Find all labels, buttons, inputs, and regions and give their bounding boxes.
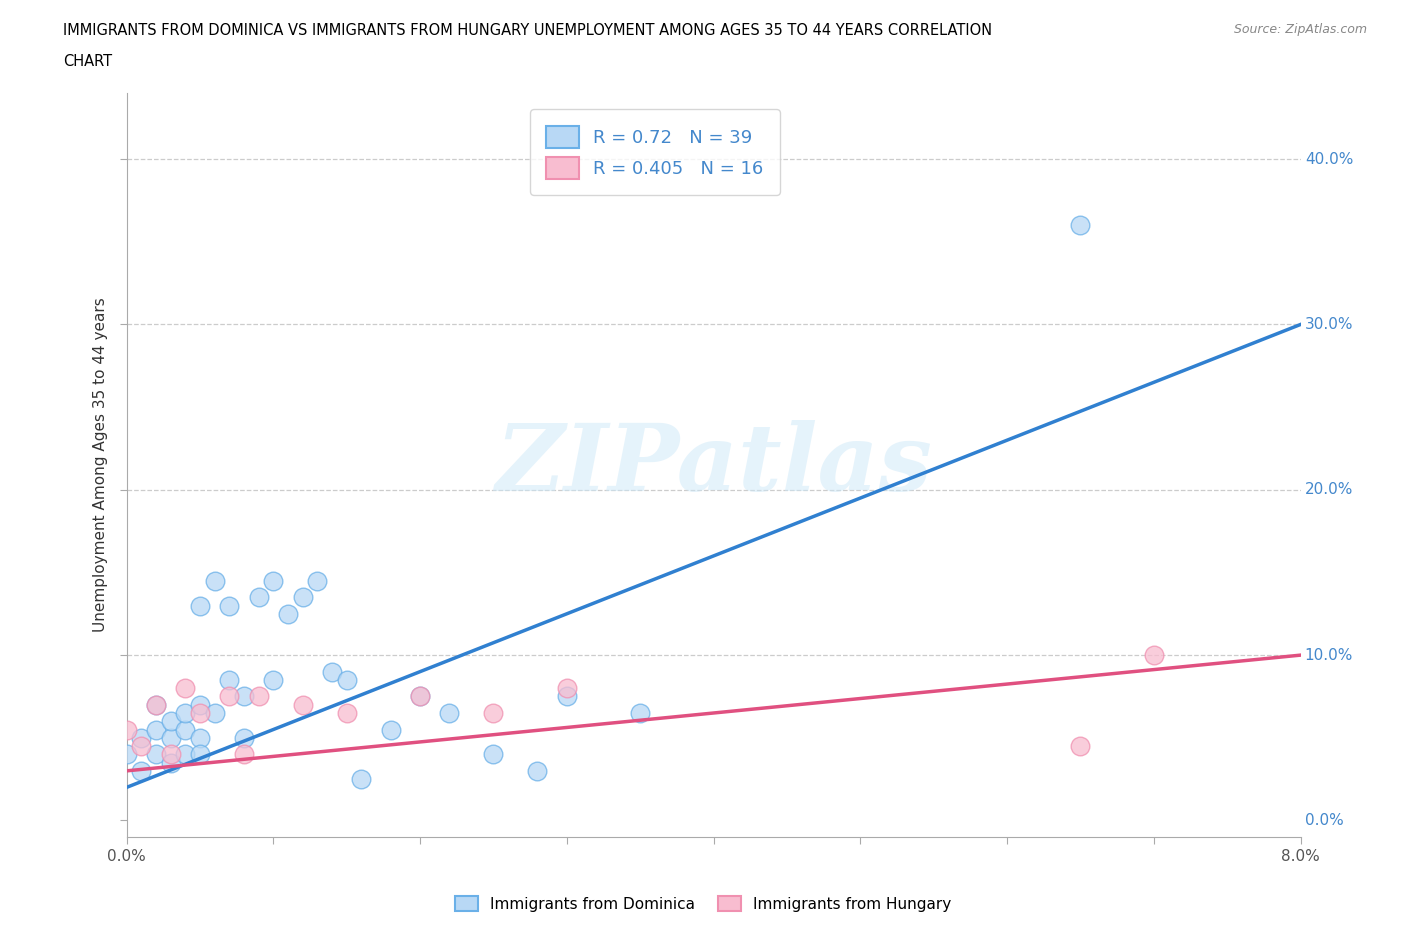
Point bbox=[439, 706, 461, 721]
Point bbox=[159, 747, 181, 762]
Text: CHART: CHART bbox=[63, 54, 112, 69]
Point bbox=[291, 698, 314, 712]
Point bbox=[291, 590, 314, 604]
Point bbox=[115, 722, 138, 737]
Point bbox=[232, 689, 256, 704]
Text: IMMIGRANTS FROM DOMINICA VS IMMIGRANTS FROM HUNGARY UNEMPLOYMENT AMONG AGES 35 T: IMMIGRANTS FROM DOMINICA VS IMMIGRANTS F… bbox=[63, 23, 993, 38]
Point bbox=[174, 681, 197, 696]
Point bbox=[526, 764, 548, 778]
Point bbox=[232, 730, 256, 745]
Text: 10.0%: 10.0% bbox=[1305, 647, 1353, 663]
Point bbox=[174, 747, 197, 762]
Point bbox=[336, 706, 359, 721]
Point bbox=[262, 672, 284, 687]
Text: 0.0%: 0.0% bbox=[1305, 813, 1344, 828]
Point bbox=[307, 573, 329, 588]
Point bbox=[129, 730, 152, 745]
Point bbox=[145, 698, 167, 712]
Legend: Immigrants from Dominica, Immigrants from Hungary: Immigrants from Dominica, Immigrants fro… bbox=[449, 889, 957, 918]
Point bbox=[262, 573, 284, 588]
Point bbox=[188, 698, 211, 712]
Point bbox=[409, 689, 432, 704]
Point bbox=[188, 706, 211, 721]
Point bbox=[159, 730, 181, 745]
Point bbox=[482, 706, 505, 721]
Point bbox=[115, 747, 138, 762]
Text: 40.0%: 40.0% bbox=[1305, 152, 1353, 166]
Text: 20.0%: 20.0% bbox=[1305, 483, 1353, 498]
Point bbox=[555, 689, 578, 704]
Point bbox=[188, 730, 211, 745]
Point bbox=[204, 573, 226, 588]
Point bbox=[145, 722, 167, 737]
Point bbox=[247, 689, 270, 704]
Point bbox=[1069, 738, 1091, 753]
Point bbox=[159, 714, 181, 729]
Point bbox=[232, 747, 256, 762]
Point bbox=[336, 672, 359, 687]
Point bbox=[129, 764, 152, 778]
Point bbox=[321, 664, 343, 679]
Point bbox=[174, 722, 197, 737]
Point bbox=[1069, 218, 1091, 232]
Text: ZIPatlas: ZIPatlas bbox=[495, 420, 932, 510]
Point bbox=[188, 598, 211, 613]
Point bbox=[277, 606, 299, 621]
Point bbox=[380, 722, 402, 737]
Point bbox=[628, 706, 651, 721]
Y-axis label: Unemployment Among Ages 35 to 44 years: Unemployment Among Ages 35 to 44 years bbox=[93, 298, 108, 632]
Point bbox=[129, 738, 152, 753]
Point bbox=[482, 747, 505, 762]
Point bbox=[218, 598, 240, 613]
Point bbox=[218, 689, 240, 704]
Point bbox=[218, 672, 240, 687]
Point bbox=[188, 747, 211, 762]
Point bbox=[247, 590, 270, 604]
Point bbox=[145, 747, 167, 762]
Point bbox=[159, 755, 181, 770]
Point bbox=[145, 698, 167, 712]
Legend: R = 0.72   N = 39, R = 0.405   N = 16: R = 0.72 N = 39, R = 0.405 N = 16 bbox=[530, 110, 780, 195]
Point bbox=[204, 706, 226, 721]
Point bbox=[174, 706, 197, 721]
Point bbox=[1143, 647, 1166, 662]
Text: 30.0%: 30.0% bbox=[1305, 317, 1353, 332]
Point bbox=[350, 772, 373, 787]
Text: Source: ZipAtlas.com: Source: ZipAtlas.com bbox=[1233, 23, 1367, 36]
Point bbox=[555, 681, 578, 696]
Point bbox=[409, 689, 432, 704]
